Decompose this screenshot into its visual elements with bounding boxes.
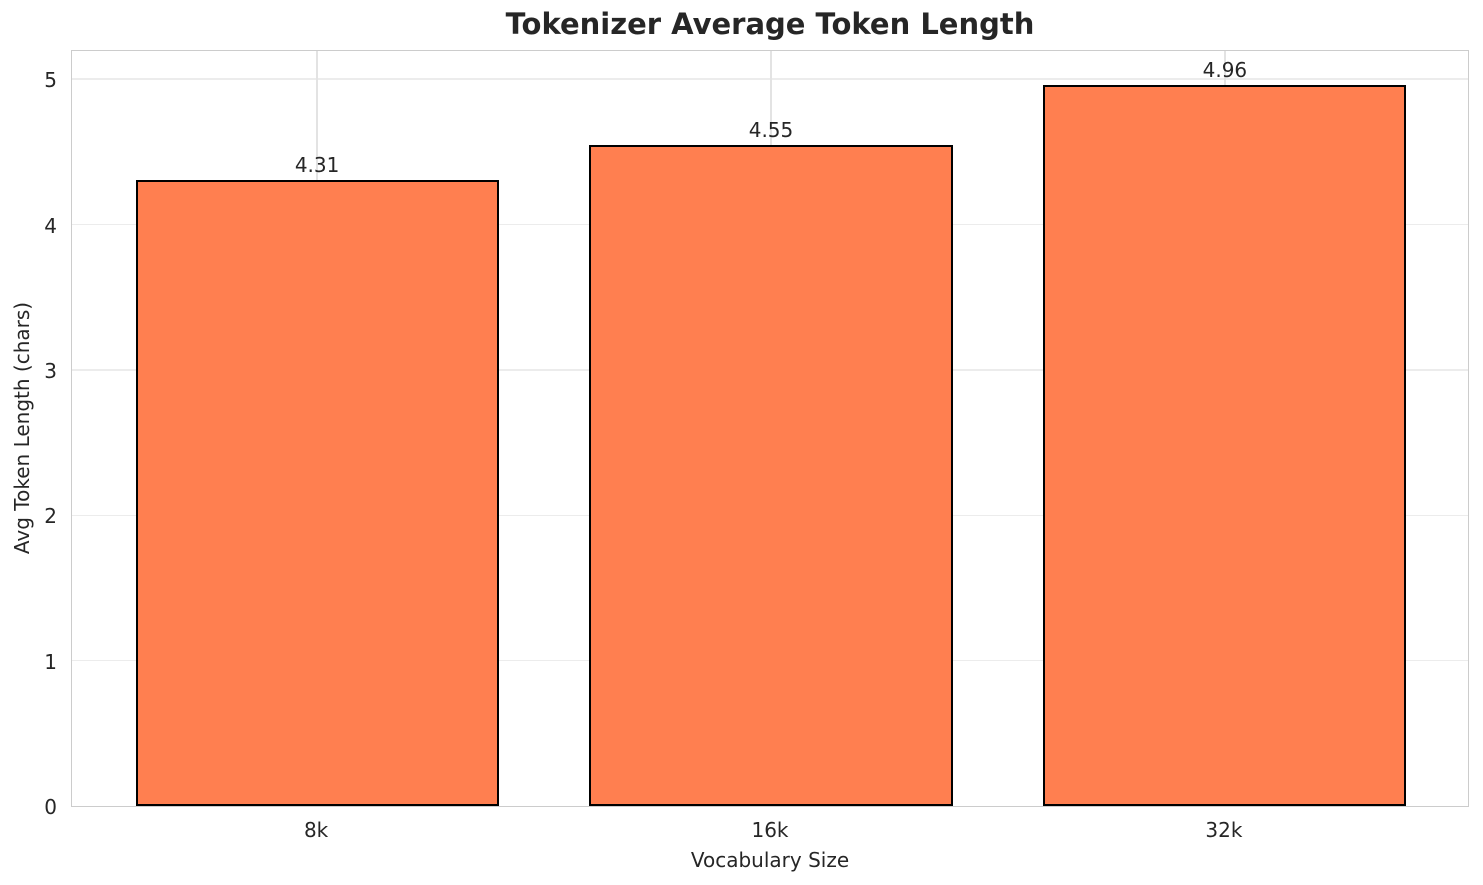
y-tick-label: 5: [44, 68, 57, 93]
plot-area: 4.31 4.55 4.96: [71, 50, 1469, 807]
y-tick-label: 2: [44, 504, 57, 529]
x-tick-label: 32k: [1205, 818, 1243, 842]
bar-32k: [1043, 85, 1407, 806]
bar-value-label: 4.31: [294, 152, 340, 177]
x-tick-label: 8k: [303, 818, 329, 842]
y-tick-label: 4: [44, 213, 57, 238]
x-axis-label: Vocabulary Size: [690, 848, 850, 872]
h-gridline: [72, 78, 1468, 80]
chart-title: Tokenizer Average Token Length: [505, 7, 1035, 41]
bar-8k: [135, 179, 499, 806]
y-tick-label: 1: [44, 649, 57, 674]
bar-value-label: 4.96: [1202, 58, 1248, 83]
bar-value-label: 4.55: [748, 117, 794, 142]
y-tick-label: 0: [44, 795, 57, 819]
x-tick-label: 16k: [751, 818, 789, 842]
bar-16k: [589, 144, 953, 806]
y-tick-label: 3: [44, 358, 57, 383]
